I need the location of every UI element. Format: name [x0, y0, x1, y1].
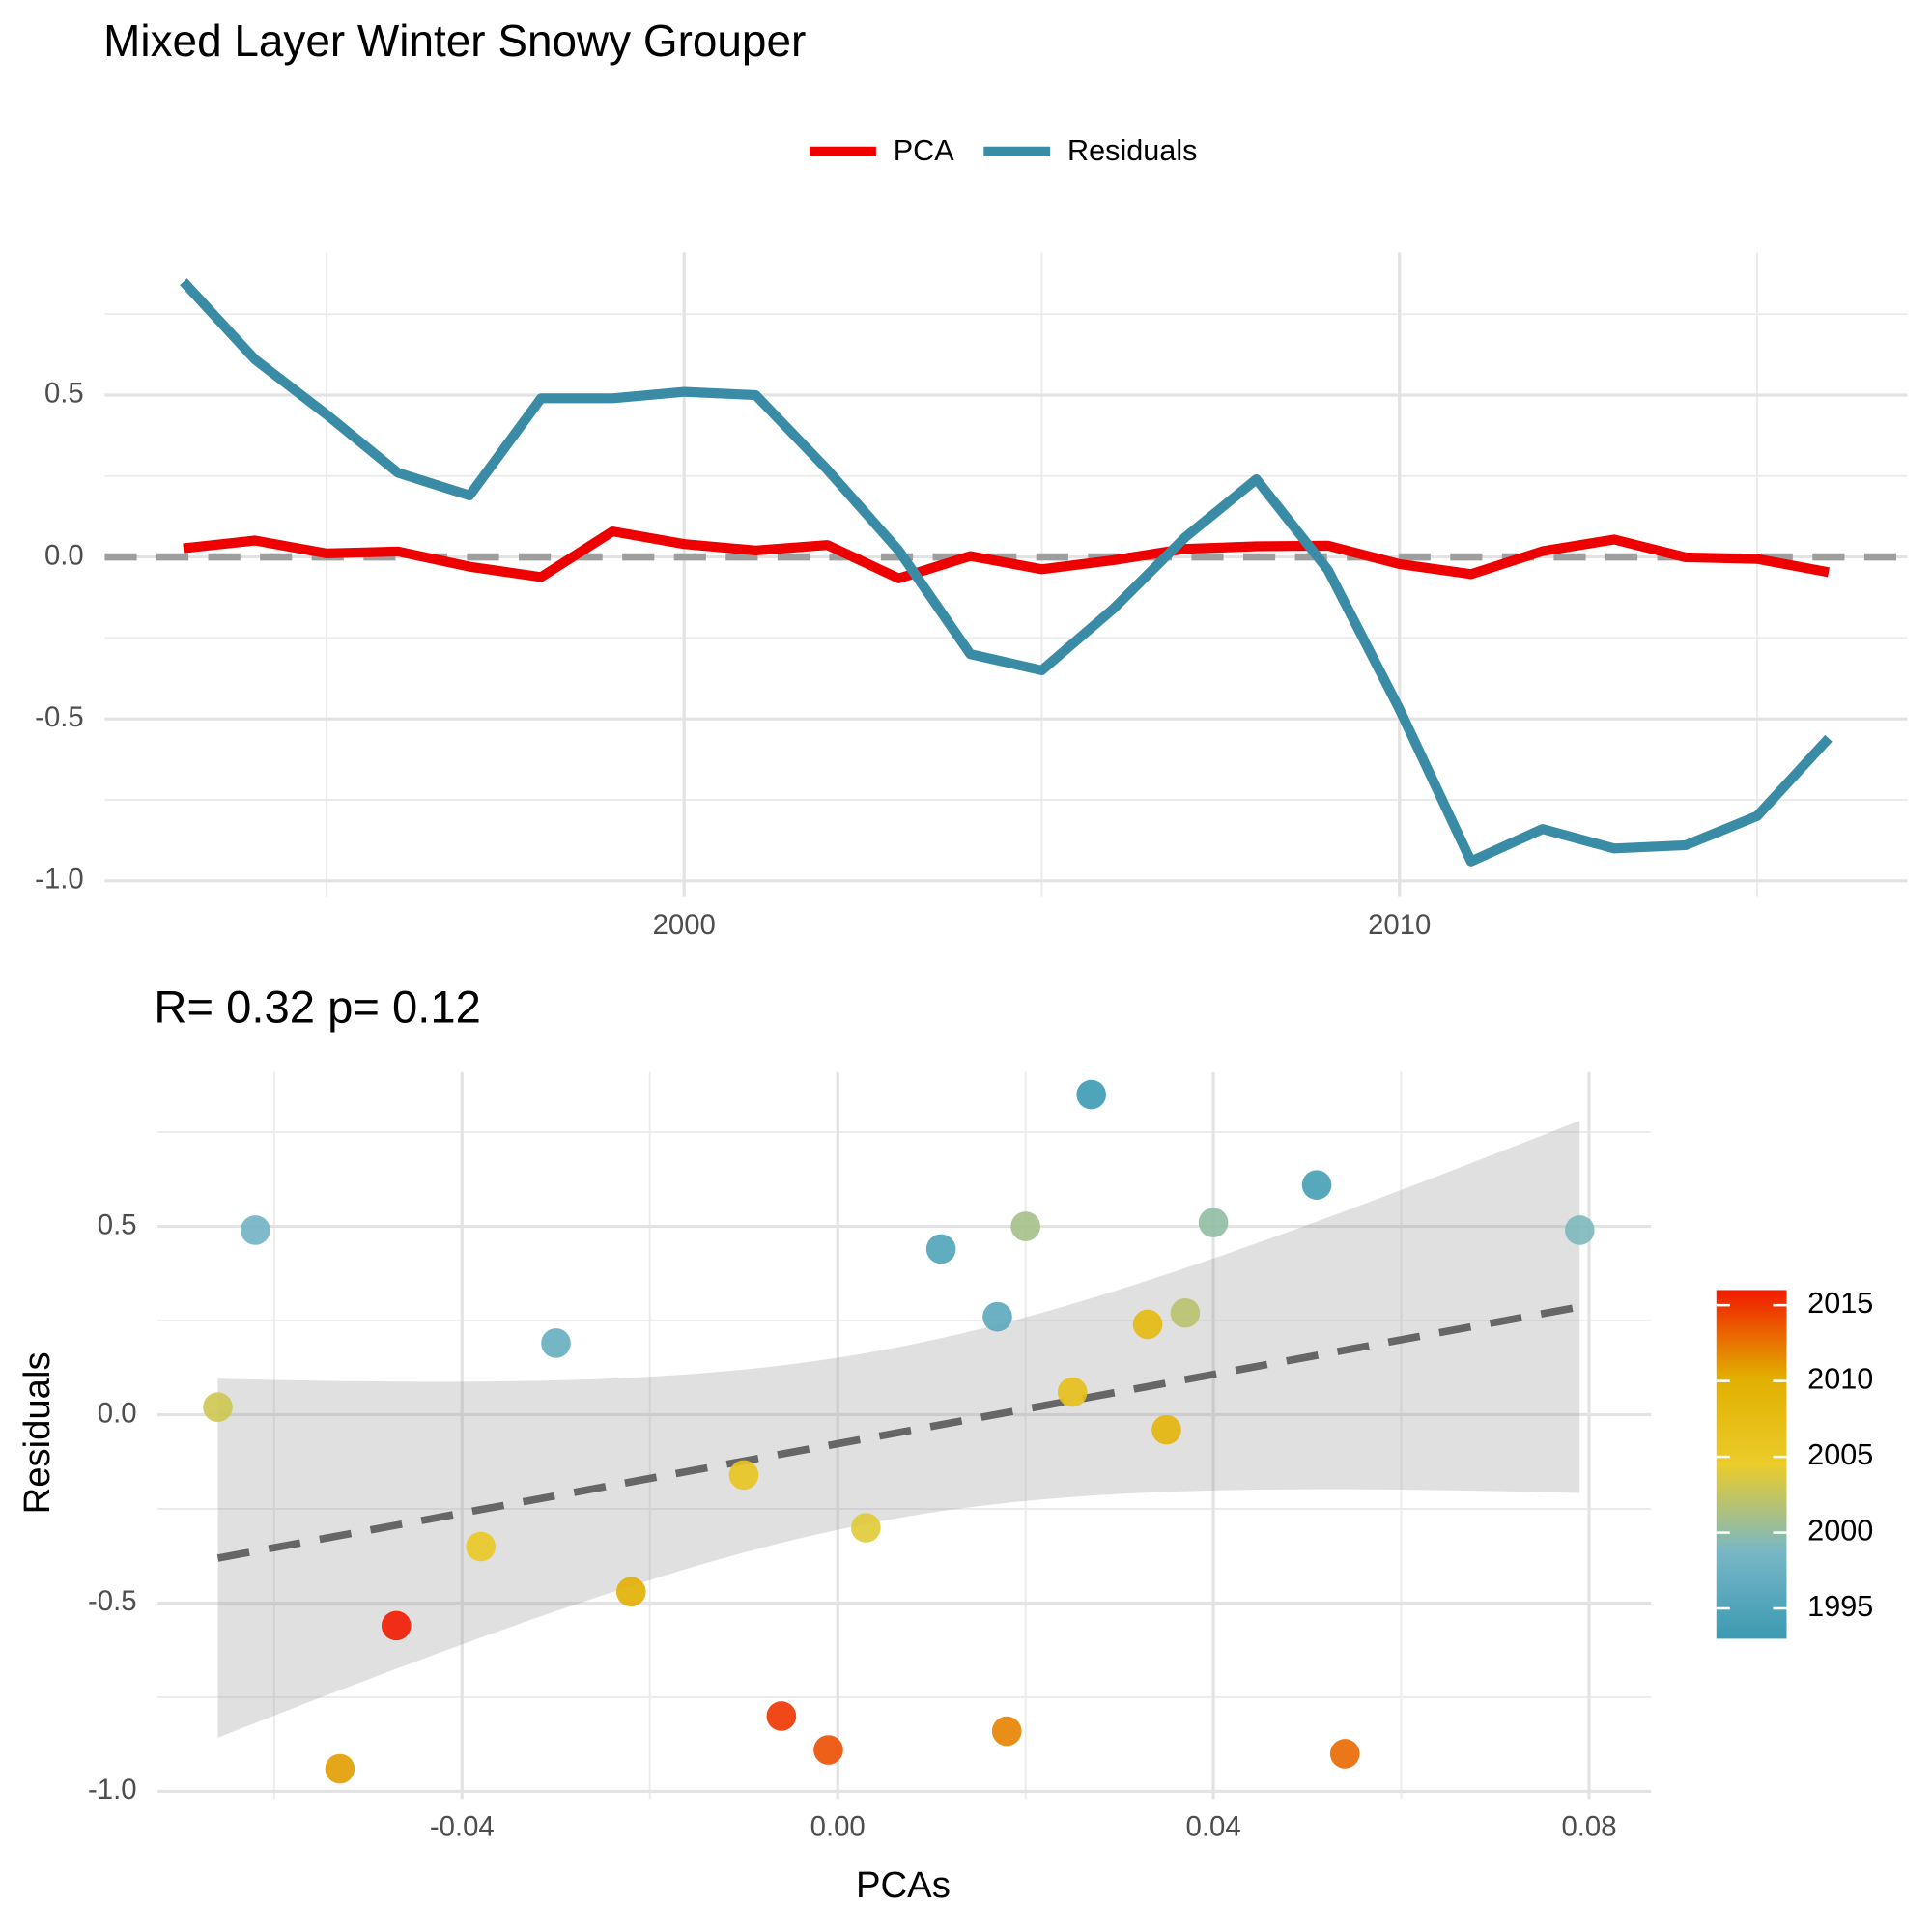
y-tick-label: -1.0	[88, 1774, 137, 1805]
point	[991, 1716, 1022, 1747]
point	[766, 1701, 797, 1731]
point	[1132, 1309, 1163, 1340]
y-tick-label: -0.5	[88, 1585, 137, 1617]
colorbar-label: 2000	[1807, 1515, 1873, 1548]
x-tick-label: 2010	[1368, 909, 1431, 941]
point	[1301, 1170, 1332, 1200]
colorbar-label: 1995	[1807, 1590, 1873, 1623]
y-tick-label: -0.5	[35, 701, 84, 733]
scatter-subtitle: R= 0.32 p= 0.12	[154, 981, 480, 1033]
point	[1329, 1739, 1360, 1769]
point	[982, 1301, 1012, 1332]
y-axis-title: Residuals	[16, 1351, 58, 1514]
point	[466, 1531, 497, 1562]
line-series	[180, 278, 1833, 867]
colorbar	[1716, 1290, 1787, 1639]
y-tick-label: 0.0	[98, 1397, 137, 1429]
point	[241, 1215, 270, 1245]
x-axis-title: PCAs	[856, 1864, 951, 1906]
point	[1198, 1208, 1229, 1237]
point	[615, 1577, 646, 1607]
colorbar-label: 2010	[1807, 1363, 1873, 1396]
x-tick-label: -0.04	[430, 1811, 495, 1843]
point	[1010, 1211, 1040, 1241]
point	[325, 1753, 355, 1784]
legend: PCA Residuals	[810, 134, 1197, 167]
point	[203, 1392, 233, 1423]
point	[381, 1610, 412, 1641]
colorbar-label: 2005	[1807, 1438, 1873, 1471]
point	[925, 1234, 956, 1264]
fit-line	[216, 1303, 1580, 1562]
x-tick-label: 2000	[653, 909, 716, 941]
y-tick-label: 0.0	[44, 539, 84, 571]
y-tick-label: 0.5	[44, 378, 84, 410]
y-tick-label: 0.5	[98, 1208, 137, 1240]
x-tick-label: 0.00	[810, 1811, 866, 1843]
point	[851, 1513, 881, 1543]
point	[1076, 1079, 1107, 1110]
x-tick-label: 0.08	[1561, 1811, 1616, 1843]
legend-label: PCA	[894, 134, 955, 167]
point	[813, 1735, 843, 1765]
figure-title: Mixed Layer Winter Snowy Grouper	[103, 15, 806, 66]
colorbar-label: 2015	[1807, 1287, 1873, 1320]
point	[1057, 1377, 1088, 1407]
point	[728, 1460, 759, 1491]
legend-label: Residuals	[1067, 134, 1197, 167]
point	[541, 1328, 571, 1358]
point	[1151, 1414, 1181, 1445]
point	[1170, 1297, 1201, 1328]
point	[1564, 1215, 1595, 1245]
line-series	[183, 526, 1830, 583]
y-tick-label: -1.0	[35, 864, 84, 895]
x-tick-label: 0.04	[1186, 1811, 1241, 1843]
